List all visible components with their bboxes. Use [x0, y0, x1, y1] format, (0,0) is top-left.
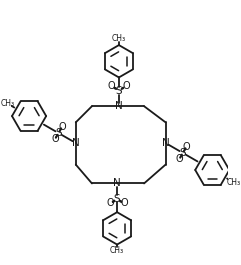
Text: CH₃: CH₃	[110, 246, 124, 255]
Text: S: S	[114, 194, 120, 204]
Text: O: O	[108, 81, 115, 91]
Text: O: O	[175, 154, 183, 164]
Text: CH₃: CH₃	[112, 34, 126, 43]
Text: O: O	[51, 134, 59, 144]
Text: O: O	[58, 122, 66, 132]
Text: O: O	[182, 142, 190, 152]
Text: CH₃: CH₃	[227, 178, 241, 187]
Text: O: O	[122, 81, 130, 91]
Text: N: N	[113, 178, 121, 188]
Text: S: S	[179, 148, 186, 158]
Text: CH₃: CH₃	[0, 99, 14, 108]
Text: O: O	[106, 198, 114, 208]
Text: O: O	[120, 198, 128, 208]
Text: N: N	[72, 138, 80, 148]
Text: S: S	[116, 86, 122, 96]
Text: S: S	[55, 128, 62, 138]
Text: N: N	[162, 138, 169, 148]
Text: N: N	[115, 101, 123, 111]
